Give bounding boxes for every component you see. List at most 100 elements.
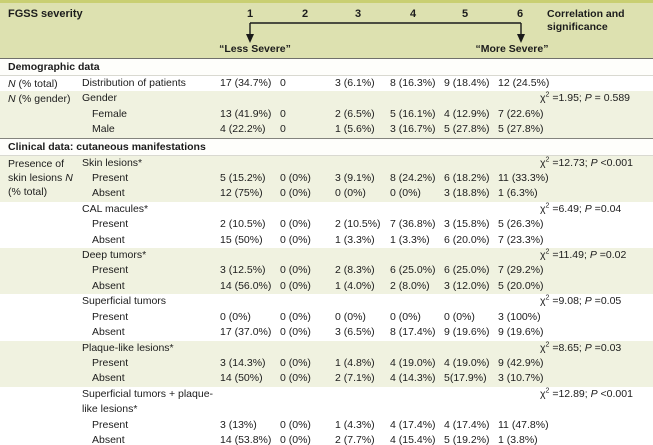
value-cell: 4 (17.4%) [390,418,436,431]
value-cell [220,387,280,418]
row-label: Absent [82,278,220,295]
value-cell [220,91,280,107]
correlation-cell [540,325,653,340]
value-cell: 2 (6.5%) [335,106,390,123]
value-cell: 4 (14.3%) [390,371,444,387]
correlation-cell [540,122,653,139]
value-cell: 0 (0%) [280,186,335,202]
row-group-label: N (% gender) [0,91,82,107]
value-cell: 5 (26.3%) [498,218,544,231]
row-label: Present [82,263,220,279]
value-cell: 2 (7.7%) [335,433,375,445]
table-row: Absent 17 (37.0%) 0 (0%) 3 (6.5%) 8 (17.4%) 9… [0,325,653,340]
row-group-label: Presence of skin lesions N (% total) [0,155,82,202]
row-group-label [0,294,82,309]
value-cell [280,155,335,172]
row-group-label [0,355,82,372]
value-cell: 0 (0%) [280,371,335,387]
value-cell: 6 (20.0%) [444,233,490,246]
value-cell: 4 (19.0%) [444,355,498,372]
table-row: Present 3 (12.5%) 0 (0%) 2 (8.3%) 6 (25.0%) 6… [0,263,653,279]
value-cell: 3 (15.8%) [444,218,490,231]
value-cell: 9 (42.9%) [498,355,544,372]
severity-level-4: 4 [409,8,417,20]
value-cell: 9 (19.6%) [498,326,544,339]
correlation-cell: χ2 =1.95; P = 0.589 [540,91,653,107]
value-cell: 5(17.9%) [444,371,498,387]
correlation-cell [540,171,653,187]
value-cell: 2 (8.0%) [390,278,444,295]
value-cell: 0 (0%) [390,310,421,323]
value-cell: 1 (3.3%) [390,233,430,246]
row-label: Absent [82,186,220,202]
table-row: Absent 12 (75%) 0 (0%) 0 (0%) 0 (0%) 3 (18.8%… [0,186,653,202]
correlation-cell [540,433,653,445]
more-severe-arrow-icon [517,34,525,43]
correlation-cell: χ2 =9.08; P =0.05 [540,294,622,308]
severity-level-3: 3 [354,8,362,20]
table-row: Present 2 (10.5%) 0 (0%) 2 (10.5%) 7 (36.8%)… [0,217,653,232]
value-cell: 0 [280,106,335,123]
row-group-label: N (% total) [8,78,58,90]
value-cell: 3 (12.5%) [220,263,280,279]
value-cell [335,91,390,107]
table-row: Present 0 (0%) 0 (0%) 0 (0%) 0 (0%) 0 (0%) 3 (… [0,310,653,325]
value-cell [335,248,390,264]
value-cell: 0 [280,77,286,89]
table-row: Present 3 (14.3%) 0 (0%) 1 (4.8%) 4 (19.0%) 4… [0,355,653,372]
row-group-label [0,310,82,325]
row-label: Gender [82,91,220,107]
row-label: Male [82,122,220,139]
value-cell [280,340,335,356]
row-group-label [0,106,82,123]
value-cell: 2 (8.3%) [335,263,390,279]
value-cell: 9 (18.4%) [444,77,490,89]
value-cell: 4 (15.4%) [390,433,436,445]
table-row: Superficial tumors χ2 =9.08; P =0.05 [0,294,653,309]
value-cell: 5 (19.2%) [444,433,490,445]
value-cell [220,294,280,309]
value-cell: 0 (0%) [335,186,390,202]
table-row: CAL macules* χ2 =6.49; P =0.04 [0,202,653,217]
value-cell: 7 (23.3%) [498,233,544,246]
value-cell [220,340,280,356]
value-cell: 4 (17.4%) [444,418,490,431]
value-cell: 3 (6.1%) [335,77,375,89]
row-group-label [0,278,82,295]
value-cell: 8 (24.2%) [390,171,444,187]
value-cell: 14 (53.8%) [220,433,272,445]
value-cell [335,340,390,356]
row-label: Absent [92,326,125,339]
row-label: Absent [92,433,125,445]
row-group-label [0,233,82,248]
value-cell [498,248,540,264]
value-cell [498,202,540,217]
value-cell: 8 (16.3%) [390,77,436,89]
section-row: Demographic data [0,59,653,76]
value-cell: 0 (0%) [444,310,475,323]
value-cell: 4 (19.0%) [390,355,444,372]
value-cell: 1 (4.8%) [335,355,390,372]
table-row: Absent 14 (50%) 0 (0%) 2 (7.1%) 4 (14.3%) 5(1… [0,371,653,387]
value-cell: 0 (0%) [280,310,311,323]
correlation-cell [540,418,653,433]
value-cell [280,294,335,309]
value-cell: 7 (29.2%) [498,263,544,279]
value-cell [444,387,498,418]
table-row: Presence of skin lesions N (% total) Skin… [0,155,653,202]
row-group-label [0,433,82,445]
value-cell: 7 (36.8%) [390,218,436,231]
table-row: Absent 14 (56.0%) 0 (0%) 1 (4.0%) 2 (8.0%) 3 … [0,278,653,295]
value-cell: 3 (100%) [498,310,541,323]
row-group-label [0,217,82,232]
value-cell: 17 (37.0%) [220,326,272,339]
value-cell: 5 (16.1%) [390,106,444,123]
row-label: Absent [82,371,220,387]
row-group-label [0,387,82,418]
row-group-label [0,248,82,264]
value-cell [390,387,444,418]
value-cell: 6 (25.0%) [444,263,498,279]
value-cell [498,340,540,356]
value-cell [390,91,444,107]
